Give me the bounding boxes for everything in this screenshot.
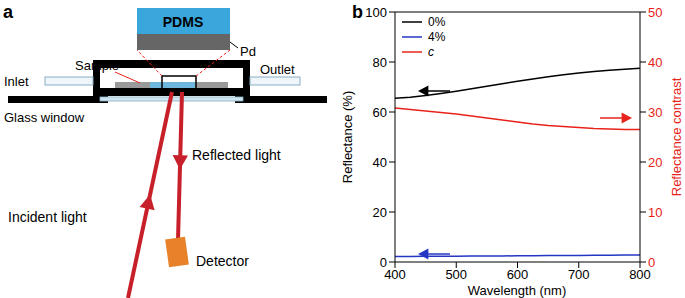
svg-text:Sample: Sample [75, 58, 119, 73]
svg-text:80: 80 [373, 55, 387, 70]
svg-text:Reflectance (%): Reflectance (%) [340, 91, 355, 183]
svg-text:500: 500 [445, 267, 467, 282]
svg-text:Outlet: Outlet [260, 62, 295, 77]
svg-text:30: 30 [648, 105, 662, 120]
svg-text:20: 20 [373, 205, 387, 220]
svg-text:0: 0 [648, 255, 655, 270]
svg-text:PDMS: PDMS [163, 14, 203, 30]
svg-text:4%: 4% [428, 30, 446, 44]
svg-text:b: b [352, 2, 363, 22]
svg-text:40: 40 [373, 155, 387, 170]
svg-text:0: 0 [380, 255, 387, 270]
svg-text:40: 40 [648, 55, 662, 70]
svg-text:Reflectance contrast: Reflectance contrast [669, 77, 684, 196]
svg-text:600: 600 [507, 267, 529, 282]
svg-text:Pd: Pd [240, 44, 256, 59]
svg-text:800: 800 [629, 267, 651, 283]
svg-text:100: 100 [365, 5, 387, 20]
svg-text:10: 10 [648, 205, 662, 220]
svg-text:400: 400 [384, 267, 406, 282]
svg-text:Reflected light: Reflected light [192, 147, 281, 163]
svg-text:0%: 0% [428, 15, 446, 29]
svg-text:Wavelength (nm): Wavelength (nm) [468, 283, 567, 298]
svg-text:60: 60 [373, 105, 387, 120]
svg-text:Incident light: Incident light [8, 209, 87, 225]
svg-text:20: 20 [648, 155, 662, 170]
svg-text:c: c [428, 45, 434, 59]
svg-text:Detector: Detector [196, 253, 249, 269]
svg-text:Inlet: Inlet [4, 74, 29, 89]
svg-text:700: 700 [568, 267, 590, 282]
svg-text:Glass window: Glass window [4, 110, 85, 125]
svg-text:50: 50 [648, 5, 662, 20]
svg-text:a: a [3, 2, 14, 22]
